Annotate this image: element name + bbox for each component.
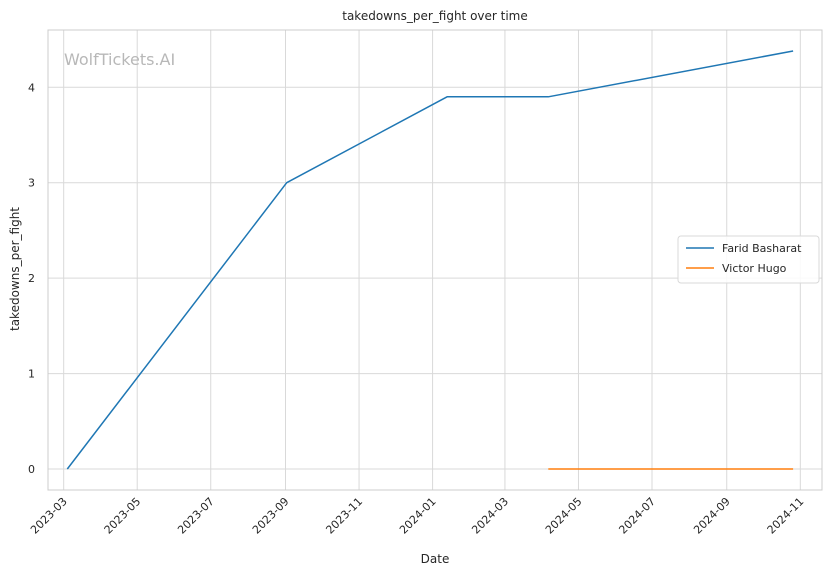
- y-tick-label: 3: [28, 177, 35, 190]
- x-tick-label: 2024-01: [397, 495, 439, 537]
- legend: Farid Basharat Victor Hugo: [677, 235, 820, 284]
- x-tick-label: 2023-07: [175, 495, 217, 537]
- x-tick-label: 2024-05: [543, 495, 585, 537]
- series-line-farid-basharat: [66, 50, 794, 470]
- y-tick-label: 2: [28, 272, 35, 285]
- y-tick-label: 0: [28, 463, 35, 476]
- plot-area: [47, 29, 823, 491]
- x-tick-label: 2023-03: [28, 495, 70, 537]
- x-tick-label: 2023-05: [102, 495, 144, 537]
- y-tick-label: 1: [28, 368, 35, 381]
- x-tick-label: 2024-03: [469, 495, 511, 537]
- x-tick-label: 2024-11: [765, 495, 807, 537]
- y-tick-label: 4: [28, 81, 35, 94]
- x-tick-label: 2024-07: [616, 495, 658, 537]
- y-axis-title: takedowns_per_fight: [8, 207, 22, 331]
- chart-title: takedowns_per_fight over time: [342, 9, 528, 23]
- legend-label-victor-hugo: Victor Hugo: [722, 262, 787, 275]
- legend-label-farid-basharat: Farid Basharat: [722, 242, 802, 255]
- x-tick-label: 2023-09: [250, 495, 292, 537]
- watermark: WolfTickets.AI: [64, 50, 175, 69]
- x-tick-label: 2023-11: [323, 495, 365, 537]
- x-tick-label: 2024-09: [691, 495, 733, 537]
- x-axis-title: Date: [421, 552, 450, 566]
- series: [66, 50, 794, 470]
- grid: [48, 30, 822, 490]
